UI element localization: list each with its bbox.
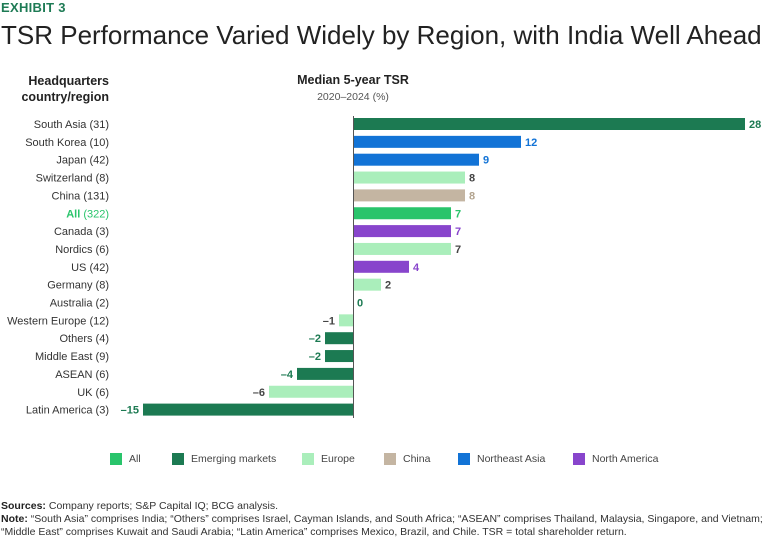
value-label-others: –2 (309, 333, 321, 345)
value-label-south-asia: 28 (749, 119, 761, 131)
legend-item-all: All (110, 453, 141, 465)
footer: Sources: Company reports; S&P Capital IQ… (1, 500, 763, 539)
bar-uk (269, 385, 353, 398)
category-label-japan: Japan (42) (56, 155, 109, 167)
legend-swatch (458, 453, 470, 465)
legend-swatch (110, 453, 122, 465)
bar-switzerland (353, 171, 465, 184)
row-header: Headquarters country/region (21, 74, 109, 104)
category-label-latin-america: Latin America (3) (26, 405, 109, 417)
chart-legend: All Emerging markets Europe China Northeast … (0, 453, 768, 469)
category-label-australia: Australia (2) (50, 298, 109, 310)
value-label-middle-east: –2 (309, 351, 321, 363)
category-label-us: US (42) (71, 262, 109, 274)
category-label-germany: Germany (8) (47, 280, 109, 292)
category-label-uk: UK (6) (77, 387, 109, 399)
bar-western-europe (339, 314, 353, 327)
legend-swatch (172, 453, 184, 465)
value-label-western-europe: –1 (323, 315, 335, 327)
bar-nordics (353, 242, 451, 255)
sources-label: Sources: (1, 500, 46, 512)
legend-item-europe: Europe (302, 453, 355, 465)
value-label-germany: 2 (385, 280, 391, 292)
category-label-all: All (322) (66, 208, 109, 220)
value-label-all: 7 (455, 208, 461, 220)
bar-china (353, 189, 465, 202)
category-label-asean: ASEAN (6) (55, 369, 109, 381)
legend-swatch (302, 453, 314, 465)
value-label-canada: 7 (455, 226, 461, 238)
bar-all (353, 207, 451, 220)
legend-swatch (384, 453, 396, 465)
category-label-western-europe: Western Europe (12) (7, 315, 109, 327)
value-label-switzerland: 8 (469, 173, 475, 185)
legend-label: Northeast Asia (477, 453, 546, 465)
note-line: Note: “South Asia” comprises India; “Oth… (1, 513, 763, 539)
category-label-switzerland: Switzerland (8) (36, 173, 109, 185)
chart-subtitle: 2020–2024 (%) (317, 91, 389, 103)
value-label-japan: 9 (483, 155, 489, 167)
value-label-nordics: 7 (455, 244, 461, 256)
page-title: TSR Performance Varied Widely by Region,… (1, 20, 762, 50)
legend-label: All (129, 453, 141, 465)
sources-line: Sources: Company reports; S&P Capital IQ… (1, 500, 763, 513)
bar-south-korea (353, 135, 521, 148)
value-label-south-korea: 12 (525, 137, 537, 149)
legend-label: Emerging markets (191, 453, 277, 465)
bar-us (353, 260, 409, 273)
bar-japan (353, 153, 479, 166)
bar-others (325, 332, 353, 345)
legend-swatch (573, 453, 585, 465)
legend-item-emerging: Emerging markets (172, 453, 276, 465)
value-label-us: 4 (413, 262, 420, 274)
note-text: “South Asia” comprises India; “Others” c… (1, 513, 763, 538)
legend-label: Europe (321, 453, 355, 465)
legend-label: North America (592, 453, 659, 465)
value-label-australia: 0 (357, 298, 363, 310)
category-label-others: Others (4) (59, 333, 109, 345)
bar-south-asia (353, 118, 745, 130)
legend-item-northeast-asia: Northeast Asia (458, 453, 545, 465)
legend-item-china: China (384, 453, 430, 465)
exhibit-label: EXHIBIT 3 (1, 0, 66, 15)
bar-latin-america (143, 403, 353, 416)
note-label: Note: (1, 513, 28, 525)
sources-text: Company reports; S&P Capital IQ; BCG ana… (45, 500, 279, 512)
legend-item-north-america: North America (573, 453, 659, 465)
category-label-south-korea: South Korea (10) (25, 137, 109, 149)
category-label-south-asia: South Asia (31) (34, 119, 109, 131)
value-label-china: 8 (469, 190, 475, 202)
value-label-latin-america: –15 (121, 405, 139, 417)
bar-middle-east (325, 350, 353, 363)
bar-asean (297, 367, 353, 380)
bar-germany (353, 278, 381, 291)
legend-label: China (403, 453, 431, 465)
category-label-canada: Canada (3) (54, 226, 109, 238)
bar-canada (353, 225, 451, 238)
category-label-china: China (131) (52, 190, 109, 202)
category-label-nordics: Nordics (6) (55, 244, 109, 256)
value-label-asean: –4 (281, 369, 294, 381)
category-label-middle-east: Middle East (9) (35, 351, 109, 363)
value-label-uk: –6 (253, 387, 265, 399)
chart-title: Median 5-year TSR (297, 73, 409, 87)
